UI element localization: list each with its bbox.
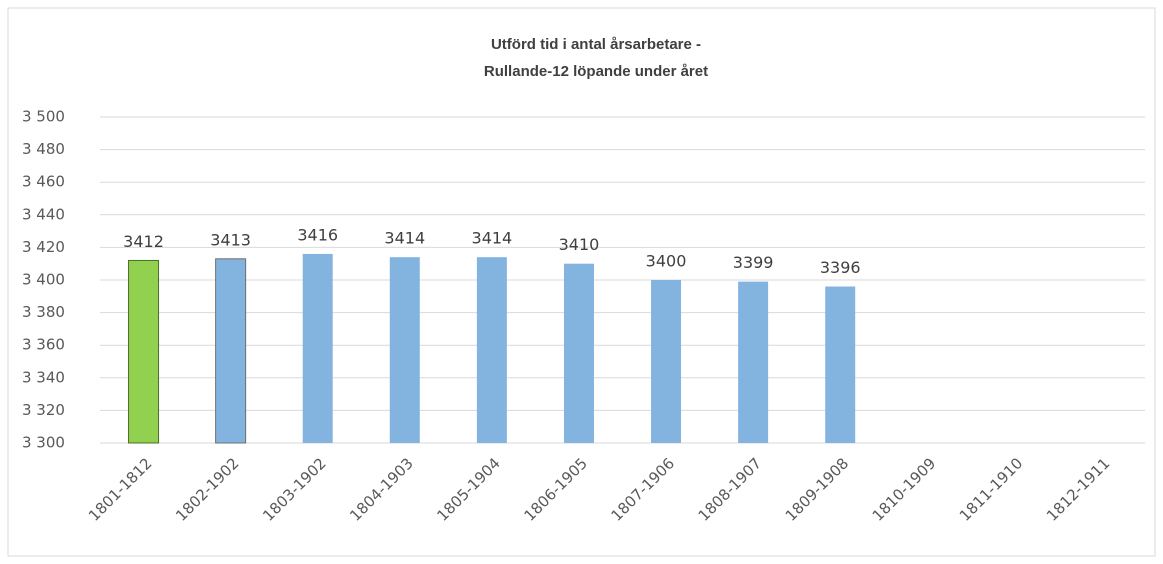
bar xyxy=(302,253,333,443)
chart-title: Rullande-12 löpande under året xyxy=(484,63,708,80)
bar xyxy=(128,259,160,444)
y-tick-label: 3 480 xyxy=(22,140,65,158)
bar xyxy=(563,263,594,443)
bar xyxy=(651,280,682,443)
y-tick-label: 3 400 xyxy=(22,271,65,289)
bar xyxy=(738,281,769,443)
y-tick-label: 3 300 xyxy=(22,434,65,452)
y-tick-label: 3 420 xyxy=(22,238,65,256)
data-label: 3414 xyxy=(384,229,425,248)
data-label: 3412 xyxy=(123,232,164,251)
data-label: 3399 xyxy=(733,253,774,272)
y-tick-label: 3 380 xyxy=(22,303,65,321)
data-label: 3396 xyxy=(820,258,861,277)
bar xyxy=(825,286,856,443)
data-label: 3410 xyxy=(559,235,600,254)
bar xyxy=(476,257,507,443)
y-tick-label: 3 340 xyxy=(22,368,65,386)
y-tick-label: 3 320 xyxy=(22,401,65,419)
y-tick-label: 3 440 xyxy=(22,205,65,223)
data-label: 3416 xyxy=(297,225,338,244)
data-label: 3400 xyxy=(646,252,687,271)
y-tick-label: 3 360 xyxy=(22,336,65,354)
bar xyxy=(215,258,247,444)
data-label: 3414 xyxy=(472,229,513,248)
chart-title: Utförd tid i antal årsarbetare - xyxy=(491,36,701,53)
y-tick-label: 3 460 xyxy=(22,173,65,191)
y-tick-label: 3 500 xyxy=(22,108,65,126)
data-label: 3413 xyxy=(210,230,251,249)
bar xyxy=(389,257,420,443)
